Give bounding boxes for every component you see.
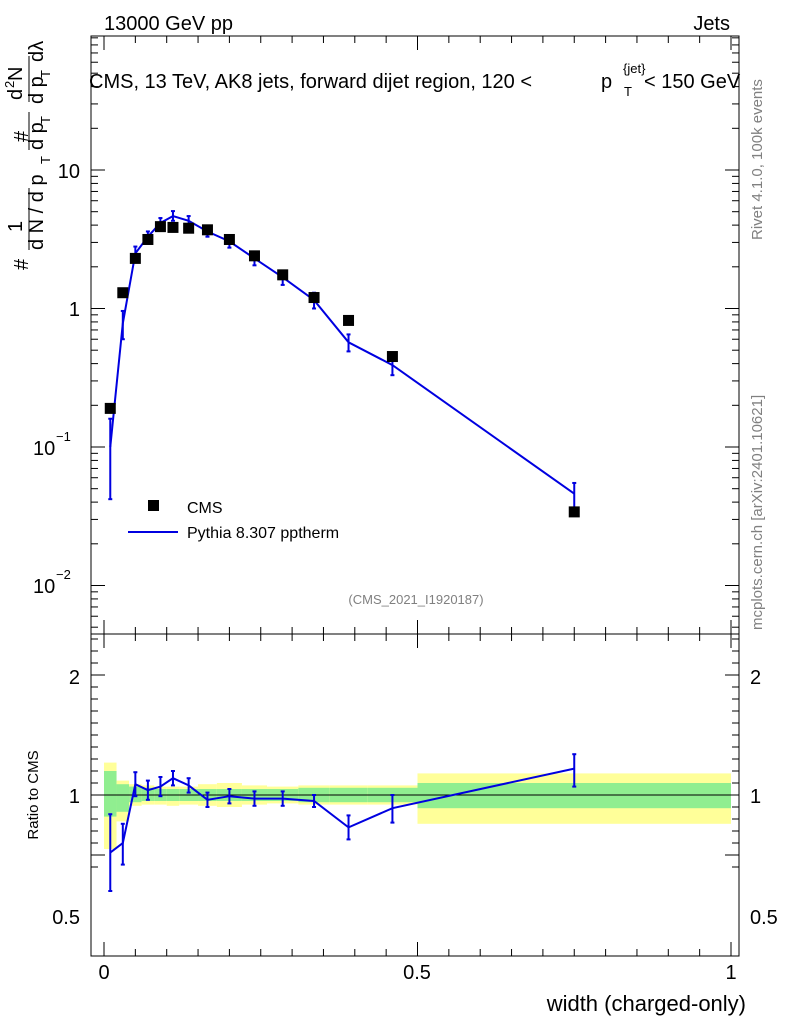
mc-line (109, 215, 575, 495)
ratio-ytick-2-left: 2 (69, 667, 80, 689)
cms-point (142, 233, 154, 245)
ytick-10: 10 (58, 161, 80, 183)
ratio-ytick-0.5-right: 0.5 (750, 907, 778, 929)
header-left: 13000 GeV pp (104, 13, 233, 35)
header-right: Jets (693, 13, 730, 35)
ratio-ytick-1-left: 1 (69, 786, 80, 808)
main-frame (90, 35, 740, 635)
cms-point (223, 233, 235, 245)
cms-point (568, 506, 580, 518)
cms-point (386, 351, 398, 363)
x-axis-label: width (charged-only) (546, 991, 746, 1016)
ratio-band-inner (104, 771, 117, 817)
title-main: CMS, 13 TeV, AK8 jets, forward dijet reg… (89, 71, 532, 93)
cms-point (308, 292, 320, 304)
main-y-axis-label: # 1 d N / d p T # d p T d 2 N d p T dλ (2, 41, 53, 270)
cms-point (104, 402, 116, 414)
legend-label-mc: Pythia 8.307 pptherm (187, 525, 339, 542)
ylabel-dlambda: dλ (26, 41, 48, 62)
plot-title: CMS, 13 TeV, AK8 jets, forward dijet reg… (89, 61, 741, 99)
ytick-0.1: 10 −1 (33, 429, 71, 460)
ylabel-hash1: # (11, 258, 33, 270)
ytick-0.01: 10 −2 (33, 567, 71, 598)
ratio-ytick-1-right: 1 (750, 786, 761, 808)
main-panel (90, 35, 740, 635)
title-sub: T (624, 84, 632, 99)
xtick-0.5: 0.5 (403, 962, 431, 984)
ylabel-dp2: d p (26, 76, 48, 104)
legend-marker-cms (148, 500, 159, 511)
cms-point (277, 269, 289, 281)
legend-label-cms: CMS (187, 500, 223, 517)
svg-text:−2: −2 (56, 567, 71, 582)
ylabel-dN: d N / d p (26, 174, 48, 250)
svg-text:10: 10 (33, 576, 55, 598)
title-sup: {jet} (623, 61, 646, 76)
xtick-1: 1 (725, 962, 736, 984)
cms-point (343, 314, 355, 326)
ratio-y-axis-label: Ratio to CMS (25, 750, 42, 839)
ylabel-d: d (5, 89, 27, 100)
mcplots-label: mcplots.cern.ch [arXiv:2401.10621] (749, 395, 766, 630)
ylabel-dp: d p (26, 122, 48, 150)
ylabel-one: 1 (5, 221, 27, 232)
analysis-watermark: (CMS_2021_I1920187) (348, 592, 483, 607)
ylabel-N: N (5, 67, 27, 81)
main-axis-ticks (91, 36, 739, 634)
cms-point (248, 250, 260, 262)
cms-point (183, 222, 195, 234)
ratio-band-inner (116, 784, 130, 812)
legend: CMS Pythia 8.307 pptherm (128, 500, 339, 542)
title-p: p (601, 71, 612, 93)
ratio-panel (90, 633, 740, 957)
cms-point (117, 287, 129, 299)
ratio-axis-ticks (91, 634, 739, 956)
xtick-0: 0 (98, 962, 109, 984)
rivet-label: Rivet 4.1.0, 100k events (749, 79, 766, 240)
cms-point (167, 221, 179, 233)
cms-point (201, 224, 213, 236)
svg-text:10: 10 (33, 438, 55, 460)
ratio-ytick-2-right: 2 (750, 667, 761, 689)
svg-text:−1: −1 (56, 429, 71, 444)
main-data-series (104, 221, 580, 518)
ylabel-T3: T (38, 70, 53, 78)
main-mc-series (108, 210, 577, 510)
ytick-1: 1 (69, 299, 80, 321)
ylabel-T1: T (38, 156, 53, 164)
ratio-mc-series (108, 753, 577, 892)
cms-point (129, 252, 141, 264)
ylabel-T2: T (38, 116, 53, 124)
ratio-uncertainty-bands (104, 762, 731, 849)
title-tail: < 150 GeV (644, 71, 741, 93)
cms-point (154, 221, 166, 233)
ylabel-sup2: 2 (2, 81, 17, 88)
ratio-ytick-0.5-left: 0.5 (52, 907, 80, 929)
ylabel-hash2: # (11, 130, 33, 142)
